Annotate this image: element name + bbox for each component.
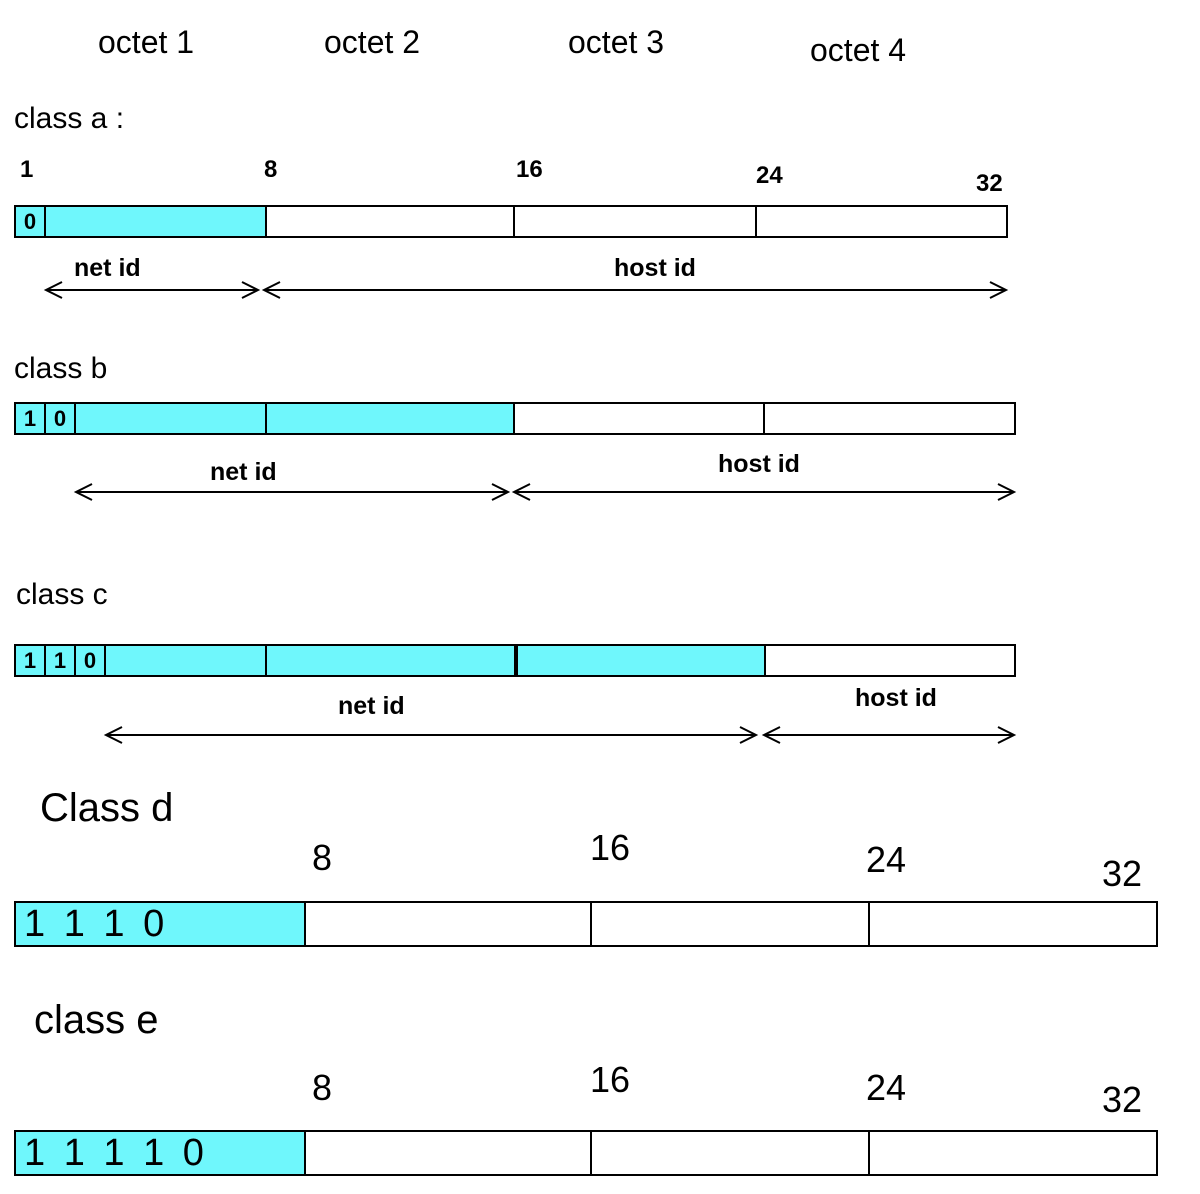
class-b-octet-3 (515, 404, 765, 433)
class-d-prefix: 1 1 1 0 (24, 902, 169, 945)
octet-3-label: octet 3 (568, 24, 665, 60)
class-a-tick-8: 8 (264, 156, 278, 183)
class-b-net-id-label: net id (210, 458, 277, 486)
class-d-tick-32: 32 (1102, 853, 1143, 894)
class-c-octet-4 (766, 646, 1014, 675)
octet-2-label: octet 2 (324, 24, 421, 60)
class-c-host-id-label: host id (855, 684, 937, 712)
class-a-tick-16: 16 (516, 156, 543, 183)
class-c-bar: 1 1 0 (14, 644, 1016, 677)
class-e-bar: 1 1 1 1 0 (14, 1130, 1158, 1176)
octet-4-label: octet 4 (810, 32, 907, 68)
octet-1-label: octet 1 (98, 24, 195, 60)
class-a-tick-1: 1 (20, 156, 34, 183)
class-b-bit-1: 0 (46, 404, 76, 433)
class-c-host-id-arrow (761, 726, 1017, 744)
class-c-bit-1: 1 (46, 646, 76, 675)
class-e-prefix: 1 1 1 1 0 (24, 1131, 208, 1174)
class-b-net-id-arrow (73, 483, 511, 501)
class-d-octet-4 (870, 903, 1156, 945)
class-d-bar: 1 1 1 0 (14, 901, 1158, 947)
class-c-net-id-arrow (103, 726, 759, 744)
class-e-tick-32: 32 (1102, 1079, 1143, 1120)
class-e-octet-4 (870, 1132, 1156, 1174)
class-e-tick-24: 24 (866, 1067, 907, 1108)
class-c-octet-1 (16, 646, 267, 675)
class-a-host-id-arrow (261, 281, 1009, 299)
class-c-bit-0: 1 (16, 646, 46, 675)
class-c-title: class c (16, 578, 108, 611)
class-d-octet-3 (592, 903, 870, 945)
class-a-octet-2 (267, 207, 515, 236)
class-a-octet-3 (515, 207, 757, 236)
class-a-host-id-label: host id (614, 254, 696, 282)
class-a-title: class a : (14, 102, 125, 135)
class-a-octet-4 (757, 207, 1006, 236)
class-d-octet-1 (16, 903, 306, 945)
class-c-net-id-label: net id (338, 692, 405, 720)
class-e-octet-1 (16, 1132, 306, 1174)
class-e-tick-16: 16 (590, 1059, 631, 1100)
class-c-octet-2 (267, 646, 516, 675)
class-a-bit-0: 0 (16, 207, 46, 236)
class-d-tick-8: 8 (312, 837, 333, 878)
class-a-octet-1 (16, 207, 267, 236)
class-a-tick-32: 32 (976, 170, 1003, 197)
class-b-octet-4 (765, 404, 1014, 433)
class-c-bit-2: 0 (76, 646, 106, 675)
class-d-octet-2 (306, 903, 592, 945)
class-a-net-id-label: net id (74, 254, 141, 282)
class-b-octet-1 (16, 404, 267, 433)
class-d-title: Class d (40, 786, 174, 830)
class-e-octet-3 (592, 1132, 870, 1174)
class-e-octet-2 (306, 1132, 592, 1174)
class-e-title: class e (34, 998, 159, 1042)
class-d-tick-24: 24 (866, 839, 907, 880)
class-e-tick-8: 8 (312, 1067, 333, 1108)
class-a-net-id-arrow (43, 281, 261, 299)
class-b-title: class b (14, 352, 108, 385)
class-a-bar: 0 (14, 205, 1008, 238)
class-b-host-id-label: host id (718, 450, 800, 478)
class-d-tick-16: 16 (590, 827, 631, 868)
class-c-octet-3 (516, 646, 766, 675)
class-b-bit-0: 1 (16, 404, 46, 433)
class-b-octet-2 (267, 404, 515, 433)
class-a-tick-24: 24 (756, 162, 783, 189)
class-b-host-id-arrow (511, 483, 1017, 501)
class-b-bar: 1 0 (14, 402, 1016, 435)
